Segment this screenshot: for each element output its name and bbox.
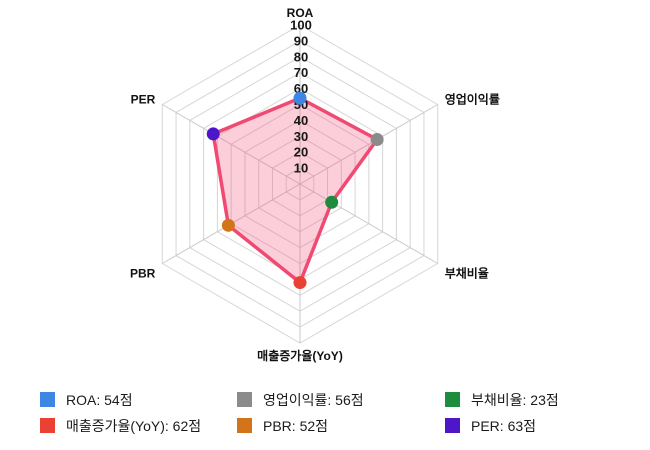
tick-label: 100 — [290, 18, 312, 33]
data-point-pbr — [221, 218, 235, 232]
legend-swatch-pbr — [237, 418, 252, 433]
tick-label: 10 — [294, 161, 308, 176]
legend-label-per: PER: 63점 — [471, 417, 537, 434]
tick-label: 80 — [294, 49, 308, 64]
legend-swatch-roa — [40, 392, 55, 407]
data-point-debt-ratio — [325, 195, 339, 209]
data-point-roa — [293, 91, 307, 105]
chart-legend: ROA: 54점 영업이익률: 56점 부채비율: 23점 매출증가율(YoY)… — [40, 389, 559, 436]
axis-label-revenue-growth-yoy: 매출증가율(YoY) — [257, 348, 343, 363]
legend-item-op-margin: 영업이익률: 56점 — [237, 389, 445, 410]
tick-label: 30 — [294, 129, 308, 144]
legend-item-debt-ratio: 부채비율: 23점 — [445, 389, 559, 410]
axis-label-pbr: PBR — [130, 267, 156, 281]
data-point-op-margin — [370, 132, 384, 146]
legend-label-roa: ROA: 54점 — [66, 391, 133, 408]
axis-label-roa: ROA — [287, 6, 314, 20]
radar-chart: 102030405060708090100ROA영업이익률부채비율매출증가율(Y… — [130, 6, 500, 363]
legend-label-revenue-growth-yoy: 매출증가율(YoY): 62점 — [66, 417, 202, 434]
legend-item-per: PER: 63점 — [445, 415, 559, 436]
legend-swatch-debt-ratio — [445, 392, 460, 407]
legend-item-roa: ROA: 54점 — [40, 389, 237, 410]
tick-label: 40 — [294, 113, 308, 128]
legend-swatch-op-margin — [237, 392, 252, 407]
axis-label-debt-ratio: 부채비율 — [445, 266, 489, 281]
legend-label-op-margin: 영업이익률: 56점 — [263, 391, 364, 408]
data-point-per — [206, 127, 220, 141]
legend-item-revenue-growth-yoy: 매출증가율(YoY): 62점 — [40, 415, 237, 436]
radar-chart-panel: 102030405060708090100ROA영업이익률부채비율매출증가율(Y… — [130, 6, 500, 363]
legend-swatch-revenue-growth-yoy — [40, 418, 55, 433]
axis-label-op-margin: 영업이익률 — [445, 92, 500, 107]
tick-label: 70 — [294, 65, 308, 80]
tick-label: 90 — [294, 33, 308, 48]
legend-swatch-per — [445, 418, 460, 433]
data-point-revenue-growth-yoy — [293, 276, 307, 290]
legend-label-pbr: PBR: 52점 — [263, 417, 329, 434]
legend-label-debt-ratio: 부채비율: 23점 — [471, 391, 559, 408]
tick-label: 20 — [294, 145, 308, 160]
legend-item-pbr: PBR: 52점 — [237, 415, 445, 436]
axis-label-per: PER — [131, 93, 156, 107]
